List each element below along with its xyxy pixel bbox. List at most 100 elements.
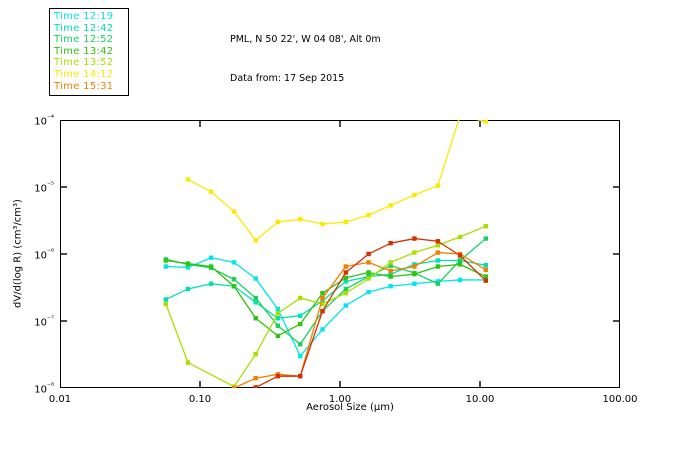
y-tick-label: 10⁻⁸ — [34, 381, 54, 396]
series-marker — [457, 258, 463, 263]
series-marker — [231, 260, 237, 265]
legend-label: Time 15:31 — [54, 80, 114, 92]
series-marker — [388, 260, 393, 265]
legend-label: Time 12:52 — [54, 34, 114, 46]
legend-item: Time 15:31 — [54, 81, 128, 93]
series-marker — [320, 221, 325, 227]
series-marker — [483, 236, 488, 241]
series-marker — [483, 278, 488, 283]
series-marker — [208, 281, 214, 286]
series-marker — [320, 327, 325, 332]
series-marker — [208, 255, 214, 260]
chart-title: PML, N 50 22', W 04 08', Alt 0m Data fro… — [230, 7, 381, 111]
legend-label: Time 12:19 — [54, 11, 114, 22]
series-marker — [412, 271, 417, 277]
series-marker — [163, 258, 169, 263]
y-tick-label: 10⁻⁵ — [34, 180, 54, 195]
series-marker — [366, 276, 371, 281]
series-marker — [343, 219, 348, 225]
series-marker — [458, 114, 462, 118]
series-marker — [366, 251, 371, 257]
series-marker — [412, 281, 417, 286]
series-marker — [185, 261, 191, 266]
y-tick-label: 10⁻⁶ — [34, 247, 54, 262]
series-marker — [320, 309, 325, 314]
y-axis-title: dV/d(log R) (cm³/cm³) — [12, 199, 24, 308]
series-marker — [231, 277, 237, 282]
y-tick-label: 10⁻⁴ — [34, 113, 54, 128]
series-marker — [208, 264, 214, 269]
series-marker — [275, 307, 281, 312]
series-marker — [366, 270, 371, 275]
series-marker — [163, 264, 169, 269]
series-marker — [412, 236, 417, 241]
series-marker — [483, 263, 488, 268]
series-line — [165, 225, 487, 388]
series-marker — [412, 192, 417, 198]
legend-item: Time 13:52 — [54, 57, 128, 69]
series-marker — [275, 316, 281, 321]
series-marker — [298, 313, 303, 318]
series-marker — [275, 219, 281, 225]
x-tick-label: 0.10 — [188, 394, 212, 405]
series-marker — [343, 286, 348, 292]
series-marker — [253, 351, 258, 357]
legend-item: Time 13:42 — [54, 46, 128, 58]
series-marker — [343, 303, 348, 308]
series-marker — [298, 342, 303, 347]
series-marker — [343, 279, 348, 284]
x-tick-label: 10.00 — [465, 394, 495, 405]
series-marker — [435, 281, 441, 286]
series-marker — [483, 274, 488, 279]
series-marker — [320, 301, 325, 307]
data-series — [185, 114, 488, 243]
series-marker — [457, 253, 463, 258]
series-line — [233, 251, 487, 388]
legend-item: Time 12:19 — [54, 11, 128, 23]
series-marker — [388, 268, 393, 274]
series-marker — [412, 264, 417, 269]
legend-label: Time 13:42 — [54, 45, 114, 57]
series-marker — [275, 323, 281, 328]
series-marker — [435, 258, 441, 263]
series-marker — [366, 212, 371, 218]
series-marker — [435, 279, 441, 284]
series-marker — [231, 385, 237, 388]
series-marker — [275, 333, 281, 339]
series-marker — [185, 265, 191, 270]
series-marker — [388, 263, 393, 268]
series-marker — [388, 274, 393, 279]
series-line — [187, 120, 486, 241]
clipped-series — [163, 114, 488, 388]
x-tick-label: 0.01 — [48, 394, 72, 405]
legend-label: Time 13:52 — [54, 57, 114, 69]
series-marker — [343, 270, 348, 275]
chart-title-line1: PML, N 50 22', W 04 08', Alt 0m — [230, 34, 381, 45]
series-marker — [366, 260, 371, 265]
series-marker — [253, 316, 258, 321]
series-marker — [298, 295, 303, 301]
series-marker — [253, 276, 258, 281]
data-series — [253, 236, 488, 388]
series-marker — [298, 353, 303, 359]
series-marker — [253, 300, 258, 305]
data-series-layer — [163, 114, 488, 388]
series-marker — [457, 234, 463, 240]
series-marker — [163, 297, 169, 302]
series-marker — [298, 321, 303, 327]
series-marker — [457, 262, 463, 267]
series-marker — [275, 311, 281, 316]
x-tick-label: 1.00 — [328, 394, 352, 405]
series-marker — [253, 295, 258, 301]
series-marker — [185, 286, 191, 292]
series-marker — [435, 250, 441, 255]
series-marker — [231, 284, 237, 289]
series-marker — [483, 224, 488, 229]
series-marker — [298, 374, 303, 379]
y-tick-label: 10⁻⁷ — [34, 314, 54, 329]
legend-item: Time 14:12 — [54, 69, 128, 81]
series-marker — [388, 240, 393, 246]
series-marker — [366, 289, 371, 295]
series-marker — [343, 264, 348, 269]
